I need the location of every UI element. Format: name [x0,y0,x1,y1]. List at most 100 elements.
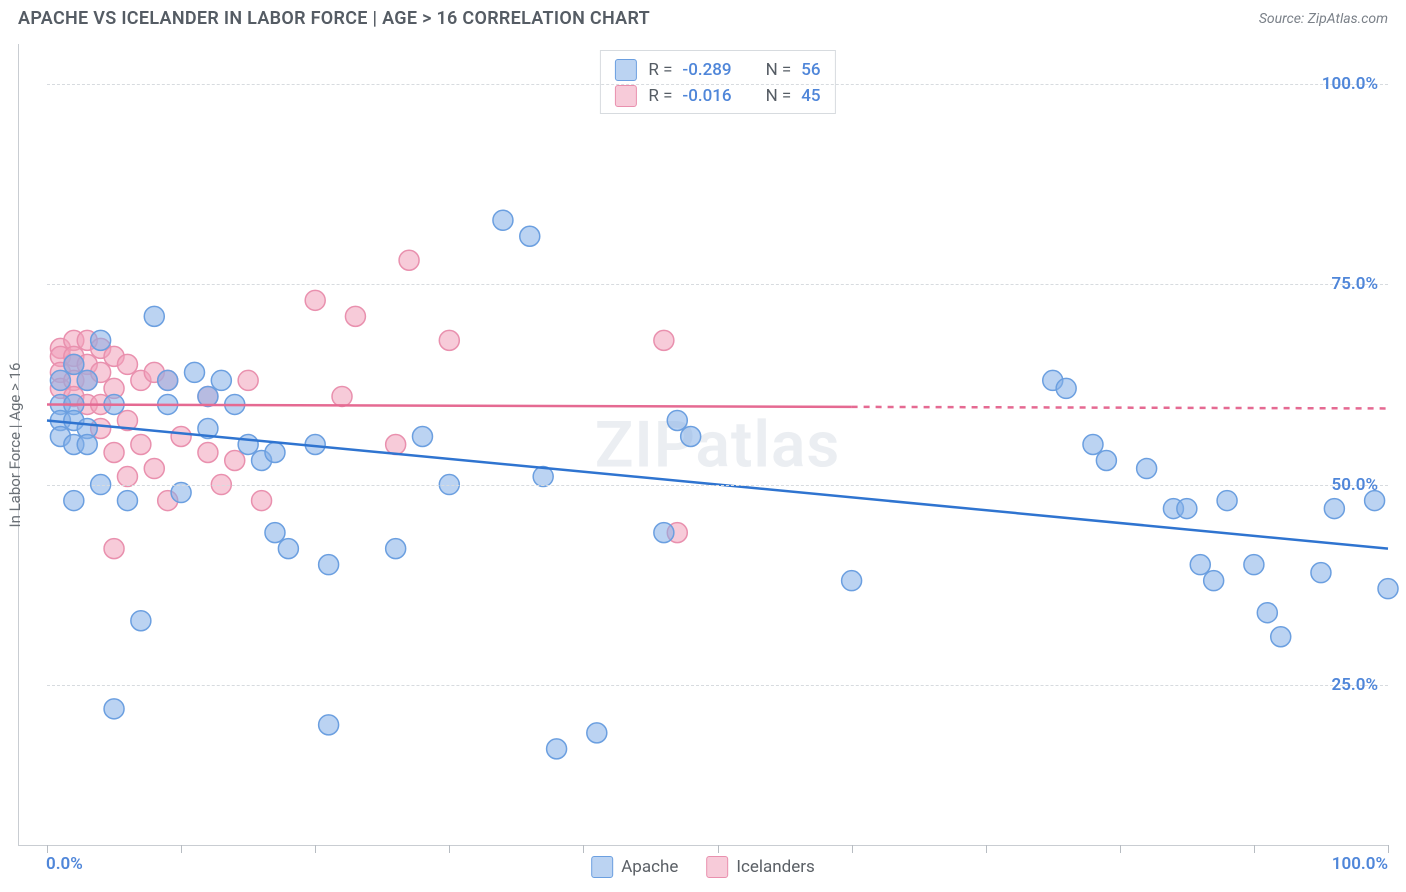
point-apache [319,555,339,575]
x-min-label: 0.0% [46,854,83,874]
chart-frame: In Labor Force | Age > 16 ZIPatlas R =-0… [18,44,1388,846]
point-apache [386,539,406,559]
point-apache [198,386,218,406]
legend-r-key: R = [648,83,672,109]
correlation-legend: R = -0.289 N = 56 R = -0.016 N = 45 [599,50,835,114]
legend-n-val: 45 [801,83,820,109]
point-apache [64,354,84,374]
point-apache [238,435,258,455]
legend-swatch [591,856,613,878]
x-tick [47,845,48,853]
point-apache [131,611,151,631]
point-apache [412,426,432,446]
legend-label: Apache [621,857,678,877]
point-apache [91,330,111,350]
legend-swatch [614,85,636,107]
point-apache [265,523,285,543]
point-apache [1056,378,1076,398]
point-icelander [131,435,151,455]
point-apache [77,370,97,390]
legend-swatch [706,856,728,878]
point-apache [1190,555,1210,575]
chart-title: APACHE VS ICELANDER IN LABOR FORCE | AGE… [18,8,650,29]
point-apache [1244,555,1264,575]
legend-n-key: N = [766,57,792,83]
point-apache [547,739,567,759]
point-apache [265,443,285,463]
point-apache [493,210,513,230]
point-apache [158,370,178,390]
point-icelander [386,435,406,455]
point-icelander [439,330,459,350]
point-apache [278,539,298,559]
legend-r-key: R = [648,57,672,83]
point-icelander [104,539,124,559]
point-icelander [144,459,164,479]
legend-r-val: -0.016 [682,83,731,109]
point-icelander [399,250,419,270]
point-icelander [345,306,365,326]
point-apache [1217,491,1237,511]
point-apache [185,362,205,382]
gridline [47,485,1388,486]
series-legend: Apache Icelanders [591,856,815,878]
point-icelander [171,426,191,446]
scatter-svg [47,44,1388,845]
point-apache [104,699,124,719]
source-attribution: Source: ZipAtlas.com [1259,11,1388,27]
point-apache [1271,627,1291,647]
legend-row: R = -0.016 N = 45 [614,83,820,109]
point-apache [1096,451,1116,471]
point-icelander [225,451,245,471]
x-tick [583,845,584,853]
point-icelander [117,354,137,374]
point-apache [1204,571,1224,591]
x-tick [852,845,853,853]
x-tick [1254,845,1255,853]
plot-area: ZIPatlas R =-0.289N =56R =-0.016N =45 25… [47,44,1388,845]
point-apache [171,483,191,503]
point-apache [654,523,674,543]
point-apache [50,370,70,390]
point-apache [1257,603,1277,623]
x-tick [449,845,450,853]
point-apache [1378,579,1398,599]
point-icelander [104,443,124,463]
point-apache [587,723,607,743]
point-icelander [654,330,674,350]
legend-n-key: N = [766,83,792,109]
x-tick [718,845,719,853]
x-max-label: 100.0% [1332,854,1388,874]
gridline [47,84,1388,85]
legend-label: Icelanders [736,857,814,877]
legend-row: R = -0.289 N = 56 [614,57,820,83]
point-apache [681,426,701,446]
point-apache [64,491,84,511]
legend-item: Icelanders [706,856,814,878]
point-apache [1083,435,1103,455]
x-tick [315,845,316,853]
point-apache [1311,563,1331,583]
y-tick-label: 50.0% [1331,475,1378,495]
x-tick [986,845,987,853]
legend-n-val: 56 [801,57,820,83]
point-icelander [332,386,352,406]
point-apache [667,410,687,430]
gridline [47,685,1388,686]
point-icelander [117,467,137,487]
point-apache [1137,459,1157,479]
y-axis-title: In Labor Force | Age > 16 [6,362,24,527]
point-apache [1177,499,1197,519]
x-tick [1120,845,1121,853]
point-apache [77,435,97,455]
x-tick [1388,845,1389,853]
point-apache [1324,499,1344,519]
legend-r-val: -0.289 [682,57,731,83]
legend-swatch [614,59,636,81]
point-apache [144,306,164,326]
y-tick-label: 25.0% [1331,675,1378,695]
y-tick-label: 100.0% [1322,74,1378,94]
point-apache [842,571,862,591]
point-icelander [238,370,258,390]
y-tick-label: 75.0% [1331,274,1378,294]
